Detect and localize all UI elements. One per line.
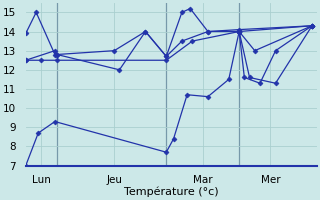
X-axis label: Température (°c): Température (°c) [124,187,219,197]
